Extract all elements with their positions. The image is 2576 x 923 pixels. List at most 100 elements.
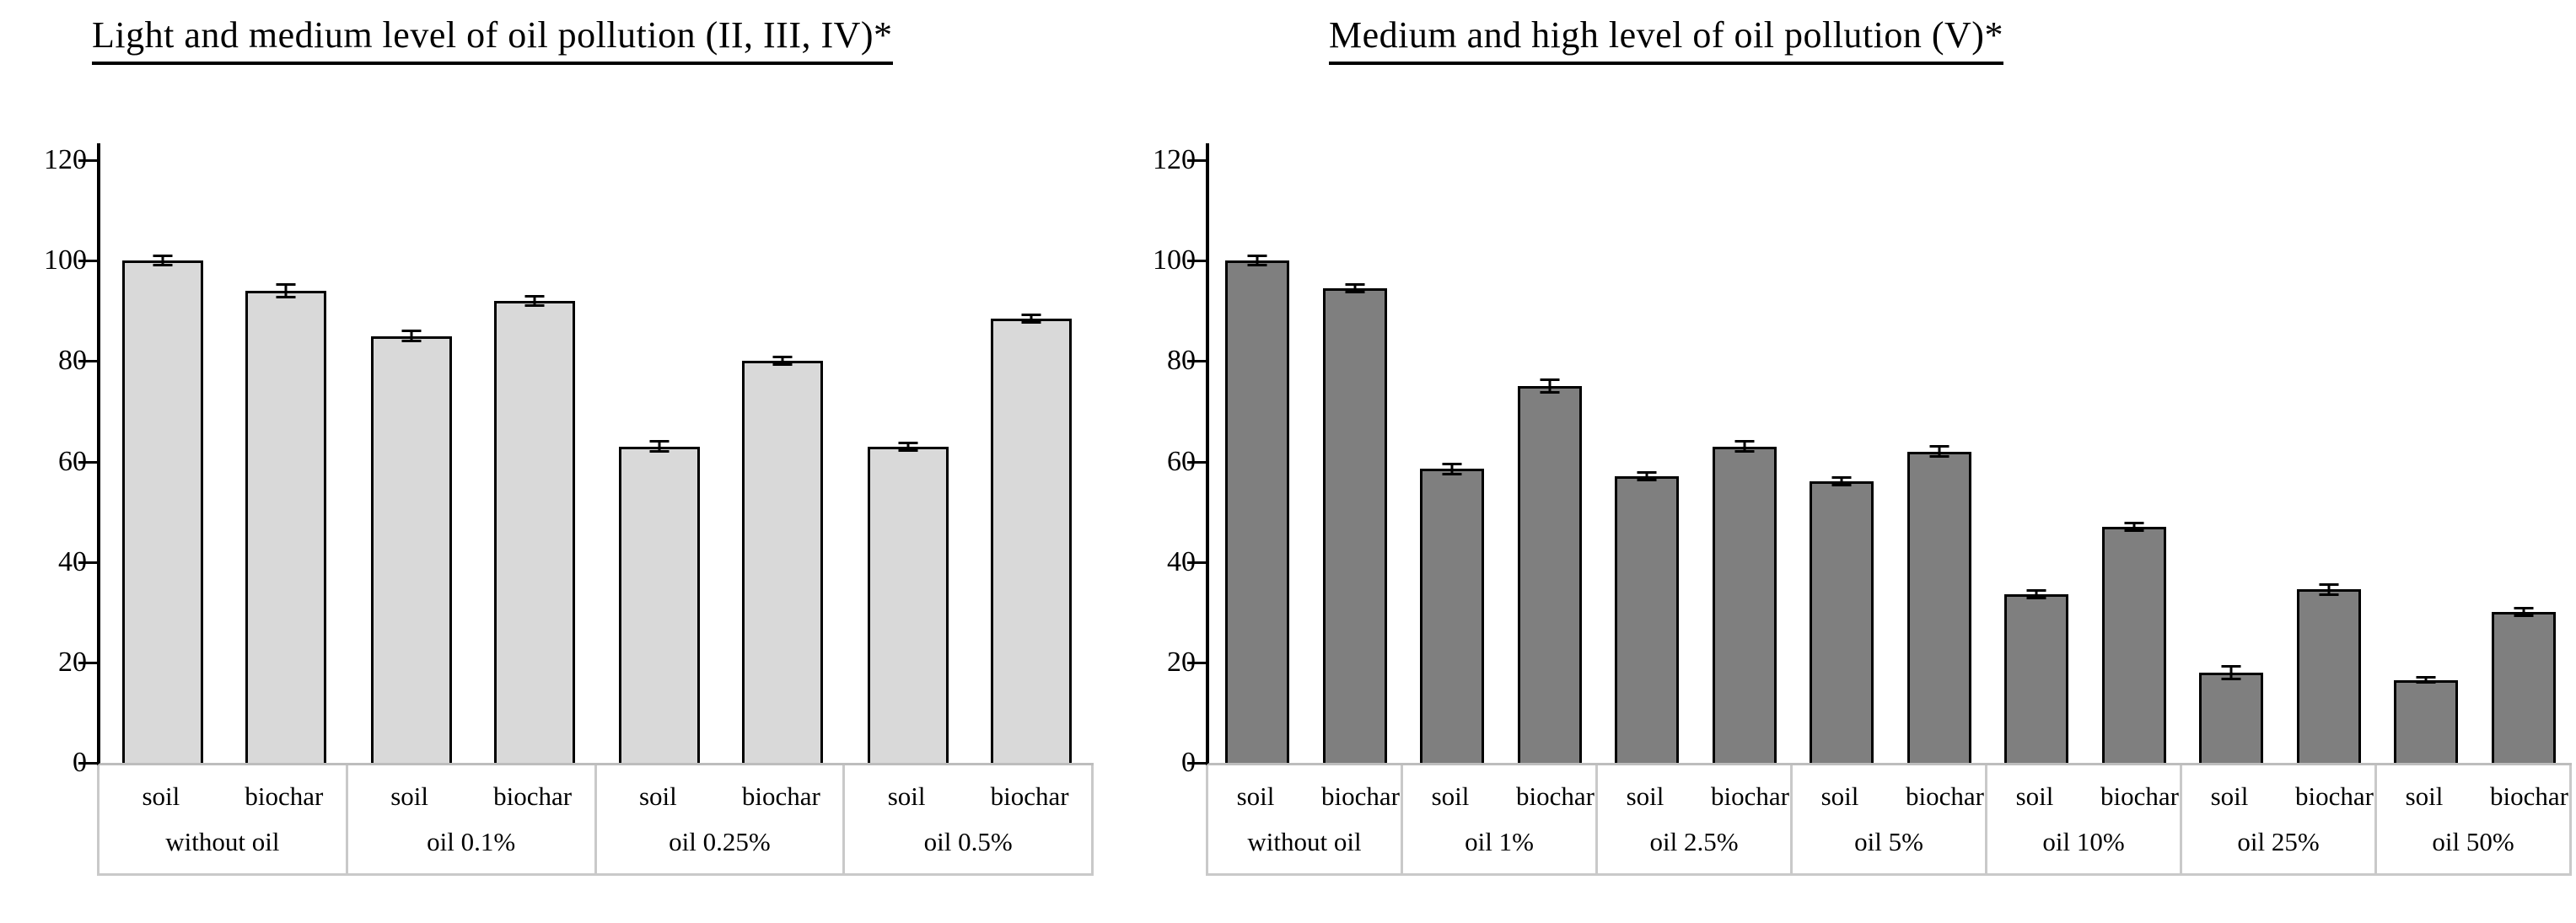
- bar-soil: [370, 330, 452, 763]
- group-label: oil 5%: [1854, 827, 1923, 856]
- bar-group: [846, 160, 1094, 763]
- error-bar-cap: [1734, 449, 1755, 453]
- error-bar: [772, 356, 793, 367]
- error-bar-stem: [1840, 476, 1843, 487]
- sub-label-soil: soil: [1236, 781, 1275, 811]
- bar-fill: [1615, 476, 1680, 763]
- error-bar-stem: [2327, 583, 2331, 596]
- error-bar: [2221, 664, 2241, 680]
- error-bar-stem: [1450, 463, 1454, 475]
- error-bar-stem: [1353, 282, 1357, 293]
- x-axis-label-table: soil biochar without oil soil biochar oil 1% s…: [1206, 765, 2572, 876]
- error-bar-cap: [1540, 391, 1560, 394]
- bar-biochar: [742, 356, 824, 763]
- error-bar-cap: [2124, 529, 2144, 532]
- bar-fill: [2491, 612, 2556, 763]
- bar-fill: [2003, 594, 2068, 763]
- sub-category-row: soil biochar: [2377, 782, 2569, 811]
- bar-biochar: [2296, 583, 2361, 763]
- y-tick-mark: [1187, 159, 1206, 162]
- group-label-cell: soil biochar without oil: [99, 765, 348, 873]
- error-bar: [1021, 313, 1041, 324]
- bar-soil: [2393, 675, 2458, 763]
- group-label: oil 2.5%: [1649, 827, 1739, 856]
- bar-fill: [493, 300, 575, 763]
- group-label-cell: soil biochar oil 1%: [1403, 765, 1598, 873]
- group-label: oil 0.25%: [669, 827, 771, 856]
- y-tick-mark: [78, 360, 97, 363]
- error-bar: [2026, 589, 2046, 600]
- group-label: oil 10%: [2042, 827, 2125, 856]
- error-bar: [2319, 583, 2339, 596]
- error-bar: [898, 441, 918, 452]
- bar-biochar: [1518, 378, 1583, 763]
- y-tick-mark: [78, 460, 97, 464]
- bar-fill: [370, 335, 452, 763]
- sub-category-row: soil biochar: [1598, 782, 1790, 811]
- x-axis-label-table: soil biochar without oil soil biochar oil 0.1…: [97, 765, 1094, 876]
- sub-label-soil: soil: [1431, 781, 1470, 811]
- y-tick-mark: [1187, 360, 1206, 363]
- bar-biochar: [2491, 607, 2556, 763]
- bar-fill: [2101, 526, 2166, 763]
- bar-fill: [2198, 672, 2263, 763]
- group-label-cell: soil biochar oil 0.1%: [348, 765, 597, 873]
- plot-area: [78, 143, 1094, 765]
- error-bar-stem: [2424, 675, 2428, 684]
- bar-soil: [619, 440, 701, 763]
- bar-biochar: [990, 313, 1072, 763]
- error-bar-cap: [2416, 681, 2436, 684]
- sub-label-soil: soil: [638, 781, 677, 811]
- error-bar: [1247, 255, 1267, 267]
- error-bar-cap: [401, 339, 422, 342]
- chart-medium-high-pollution: Medium and high level of oil pollution (…: [1138, 0, 2572, 876]
- bar-group: [1794, 160, 1988, 763]
- error-bar-cap: [2026, 597, 2046, 600]
- sub-category-row: soil biochar: [845, 782, 1091, 811]
- error-bar-cap: [2514, 614, 2534, 618]
- error-bar-cap: [898, 448, 918, 452]
- chart-light-medium-pollution: Light and medium level of oil pollution …: [30, 0, 1094, 876]
- chart-title-text: Light and medium level of oil pollution …: [92, 14, 893, 65]
- sub-category-row: soil biochar: [597, 782, 843, 811]
- bar-fill: [2393, 679, 2458, 763]
- error-bar: [1929, 445, 1949, 458]
- error-bar-stem: [533, 294, 536, 307]
- y-axis-line-cap: [97, 143, 100, 160]
- sub-category-row: soil biochar: [99, 782, 346, 811]
- sub-label-soil: soil: [390, 781, 429, 811]
- plot-column: soil biochar without oil soil biochar oil 1% s…: [1187, 143, 2572, 876]
- error-bar-cap: [1345, 290, 1365, 293]
- error-bar: [1540, 378, 1560, 394]
- bar-fill: [619, 446, 701, 763]
- sub-label-soil: soil: [887, 781, 926, 811]
- bar-biochar: [1713, 440, 1777, 763]
- group-label-cell: soil biochar oil 0.25%: [597, 765, 846, 873]
- bar-biochar: [2101, 522, 2166, 763]
- bar-fill: [1810, 481, 1874, 763]
- sub-label-soil: soil: [2210, 781, 2249, 811]
- sub-category-row: soil biochar: [2182, 782, 2374, 811]
- sub-category-row: soil biochar: [1793, 782, 1985, 811]
- error-bar-stem: [1256, 255, 1259, 267]
- group-label-cell: soil biochar oil 25%: [2182, 765, 2377, 873]
- sub-label-soil: soil: [142, 781, 180, 811]
- error-bar: [276, 282, 296, 298]
- y-tick-mark: [78, 159, 97, 162]
- error-bar-stem: [1645, 471, 1648, 482]
- bar-soil: [1420, 463, 1485, 763]
- chart-title-text: Medium and high level of oil pollution (…: [1329, 14, 2003, 65]
- error-bar-stem: [906, 441, 910, 452]
- bar-fill: [1420, 469, 1485, 763]
- group-label: oil 0.5%: [923, 827, 1013, 856]
- error-bar-stem: [781, 356, 784, 367]
- sub-category-row: soil biochar: [1208, 782, 1401, 811]
- bar-biochar: [245, 282, 327, 763]
- error-bar-cap: [1637, 479, 1657, 482]
- group-label: without oil: [165, 827, 280, 856]
- error-bar-cap: [1021, 320, 1041, 324]
- bar-soil: [2003, 589, 2068, 763]
- error-bar: [649, 440, 670, 453]
- bar-fill: [742, 361, 824, 763]
- y-tick-mark: [1187, 460, 1206, 464]
